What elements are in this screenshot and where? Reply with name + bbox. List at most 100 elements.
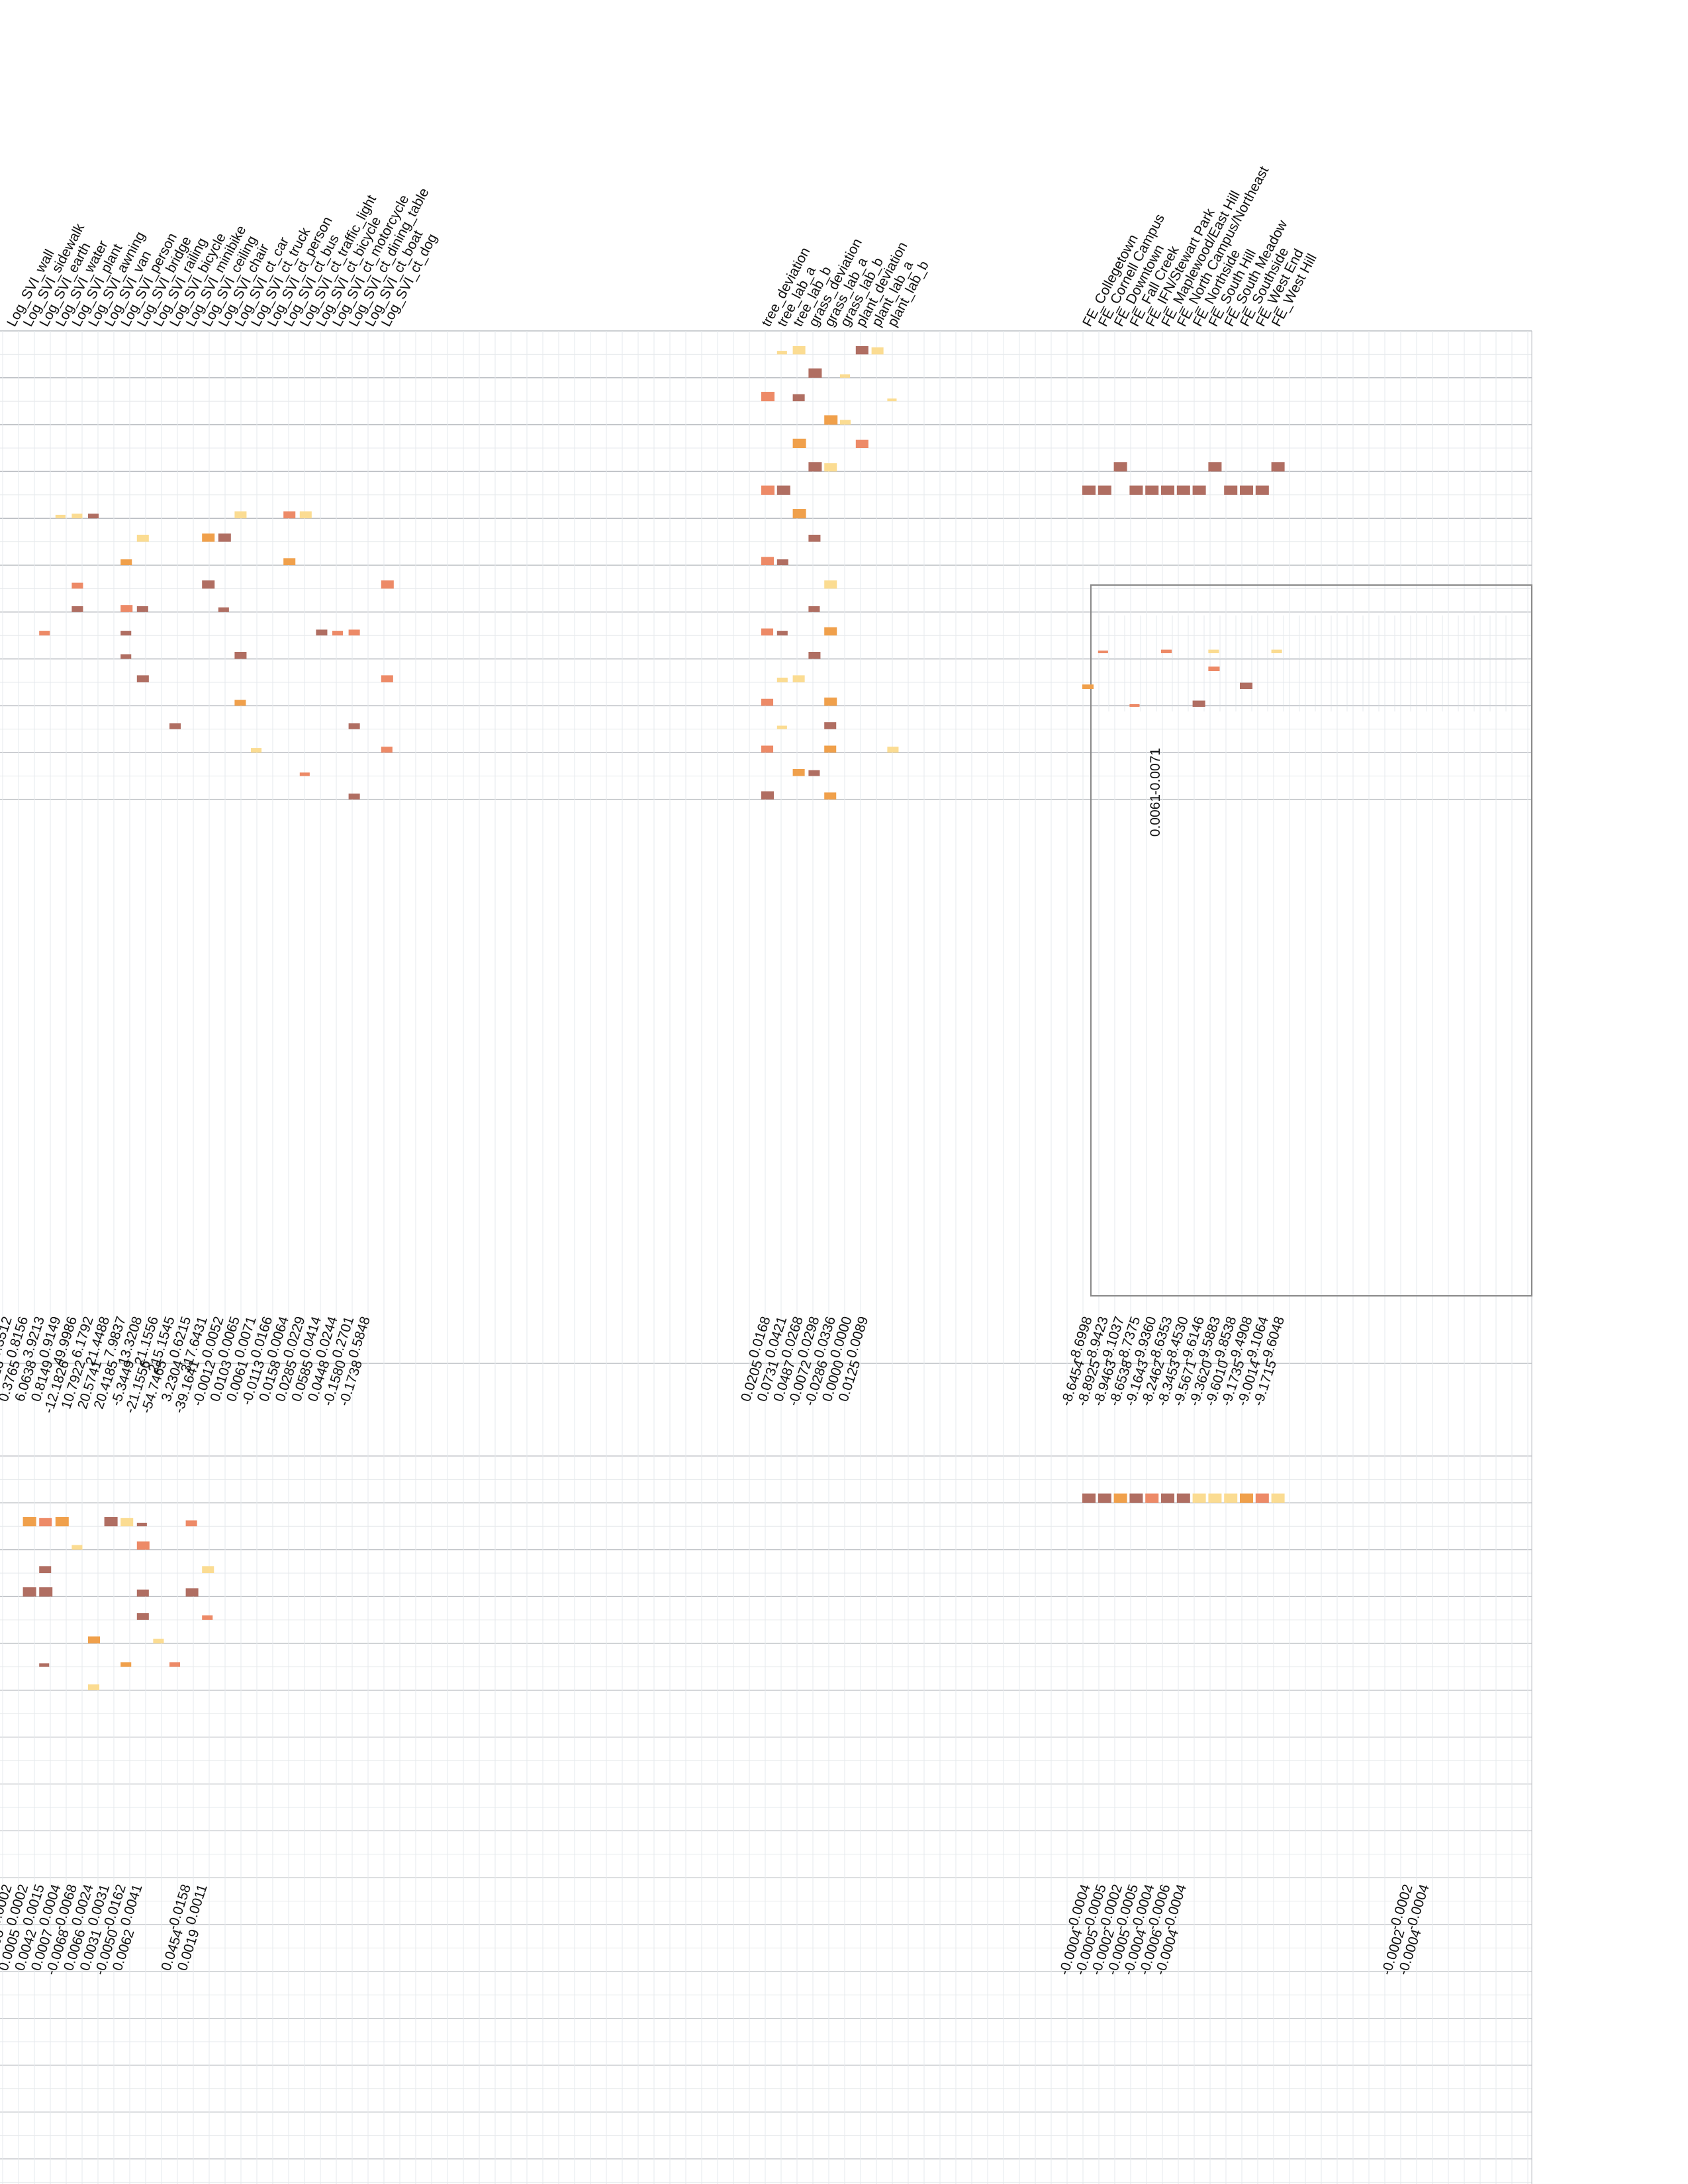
heatmap-cell <box>234 700 246 706</box>
inset-cell <box>1271 649 1282 653</box>
lower-heatmap-cell <box>120 1662 132 1667</box>
lower-heatmap-cell <box>55 1517 69 1527</box>
heatmap-cell <box>348 794 360 799</box>
lower-heatmap-cell <box>202 1566 214 1573</box>
heatmap-cell <box>855 346 868 355</box>
heatmap-cell <box>218 607 229 612</box>
lower-heatmap-cell <box>1082 1493 1096 1503</box>
heatmap-cell <box>120 605 133 612</box>
lower-heatmap-cell <box>136 1522 147 1527</box>
lower-heatmap-cell <box>1271 1493 1285 1503</box>
heatmap-cell <box>1098 485 1111 495</box>
heatmap-cell <box>348 629 360 636</box>
heatmap-cell <box>792 438 806 448</box>
heatmap-cell <box>381 580 394 589</box>
heatmap-cell <box>283 558 296 565</box>
lower-heatmap-cell <box>104 1517 118 1527</box>
heatmap-cell <box>792 509 806 519</box>
heatmap-cell <box>887 747 899 753</box>
lower-heatmap-cell <box>23 1517 36 1527</box>
inset-cell <box>1240 682 1253 689</box>
lower-heatmap-cell <box>1224 1493 1238 1503</box>
inset-panel-frame <box>1090 584 1532 1297</box>
lower-heatmap-cell <box>185 1588 199 1597</box>
heatmap-cell <box>792 675 805 682</box>
inset-cell <box>1082 684 1094 689</box>
heatmap-cell <box>761 628 774 636</box>
lower-heatmap-cell <box>136 1613 149 1620</box>
inset-cell <box>1208 649 1219 653</box>
lower-heatmap-cell <box>185 1520 197 1527</box>
heatmap-cell <box>234 651 247 659</box>
heatmap-cell <box>120 559 132 565</box>
heatmap-cell <box>332 631 344 636</box>
lower-heatmap-cell <box>202 1615 213 1620</box>
heatmap-cell <box>136 534 149 542</box>
heatmap-cell <box>824 722 837 729</box>
heatmap-cell <box>1271 462 1285 472</box>
inset-cell <box>1161 649 1172 653</box>
heatmap-cell <box>1161 485 1175 495</box>
heatmap-cell <box>808 770 820 776</box>
lower-heatmap-cell <box>23 1587 36 1597</box>
heatmap-cell <box>88 514 99 519</box>
heatmap-cell <box>136 675 149 682</box>
lower-heatmap-cell <box>1208 1493 1222 1503</box>
heatmap-cell <box>120 631 132 636</box>
heatmap-cell <box>824 463 837 472</box>
heatmap-cell <box>169 723 181 729</box>
heatmap-cell <box>234 511 247 519</box>
heatmap-cell <box>381 675 393 682</box>
heatmap-cell <box>283 511 296 519</box>
heatmap-cell <box>202 580 215 589</box>
heatmap-cell <box>824 415 838 425</box>
heatmap-cell <box>71 606 83 612</box>
heatmap-cell <box>71 582 83 589</box>
heatmap-cell <box>71 514 83 519</box>
inset-grid <box>1108 615 1516 711</box>
lower-heatmap-cell <box>120 1518 134 1527</box>
heatmap-cell <box>761 392 775 402</box>
heatmap-cell <box>1208 462 1222 472</box>
heatmap-cell <box>776 485 790 495</box>
heatmap-cell <box>316 629 328 636</box>
coefficient-values: 0.35120.81563.92130.914949.99866.179221.… <box>0 748 1432 1977</box>
heatmap-cell <box>761 791 774 799</box>
heatmap-cell <box>824 580 837 589</box>
column-headers: Log_SVI_wallLog_SVI_sidewalkLog_SVI_eart… <box>4 163 1320 329</box>
heatmap-cell <box>792 394 805 402</box>
heatmap-cell <box>761 557 774 565</box>
heatmap-cell <box>824 698 837 706</box>
heatmap-cell <box>776 351 787 355</box>
heatmap-cell <box>120 654 132 659</box>
heatmap-cell <box>808 368 822 378</box>
heatmap-cell <box>1240 485 1254 495</box>
lower-heatmap-cell <box>136 1589 149 1597</box>
heatmap-cell <box>824 792 837 799</box>
heatmap-cell <box>792 346 806 355</box>
heatmap-cell <box>1255 485 1269 495</box>
lower-heatmap-cell <box>1240 1493 1254 1503</box>
heatmap-cell <box>871 347 884 355</box>
inset-value: -0.0071 <box>1148 748 1163 795</box>
inset-value: 0.0061 <box>1148 794 1163 837</box>
lower-heatmap-cell <box>153 1639 164 1644</box>
heatmap-cell <box>776 631 788 636</box>
chart-grid <box>0 330 1532 2184</box>
heatmap-cell <box>887 398 897 402</box>
chart-cells <box>23 346 1285 1690</box>
lower-heatmap-cell <box>1255 1493 1269 1503</box>
lower-heatmap-cell <box>71 1545 83 1550</box>
heatmap-cell <box>1113 462 1127 472</box>
heatmap-cell <box>1176 485 1190 495</box>
heatmap-cell <box>299 772 310 776</box>
lower-heatmap-cell <box>1145 1493 1159 1503</box>
heatmap-cell <box>792 768 805 776</box>
heatmap-cell <box>855 439 868 448</box>
heatmap-cell <box>1129 485 1143 495</box>
lower-heatmap-cell <box>136 1541 150 1550</box>
inset-cells <box>1082 649 1282 707</box>
heatmap-cell <box>776 677 788 682</box>
heatmap-cell <box>348 723 360 729</box>
